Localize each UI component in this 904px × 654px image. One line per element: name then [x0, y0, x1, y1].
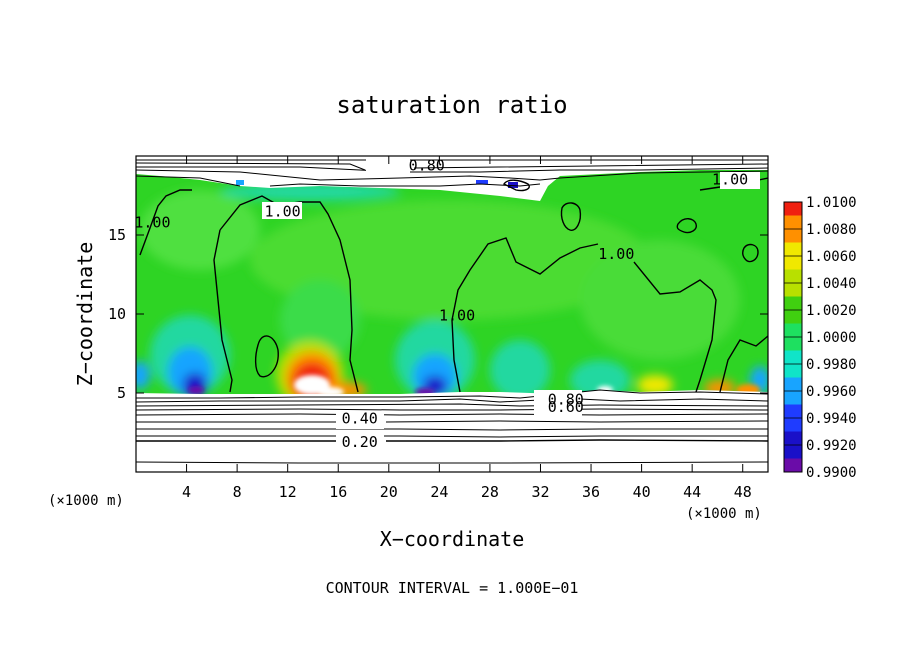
colorbar-swatch	[784, 418, 802, 432]
contour-label: 1.00	[439, 307, 475, 325]
colorbar-label: 0.9920	[806, 438, 857, 454]
saturation-field	[136, 156, 768, 472]
colorbar-swatch	[784, 364, 802, 378]
colorbar-swatch	[784, 431, 802, 445]
x-tick-label: 32	[531, 483, 549, 501]
contour-label: 1.00	[134, 213, 170, 231]
x-tick-label: 48	[734, 483, 752, 501]
contour-label: 0.80	[548, 390, 584, 408]
colorbar-label: 1.0000	[806, 330, 857, 346]
colorbar-swatch	[784, 310, 802, 324]
colorbar-swatch	[784, 229, 802, 243]
colorbar-swatch	[784, 458, 802, 472]
colorbar-label: 0.9900	[806, 465, 857, 481]
x-tick-label: 16	[329, 483, 347, 501]
x-tick-label: 28	[481, 483, 499, 501]
x-axis-label: X−coordinate	[380, 527, 525, 551]
contour-label: 1.00	[598, 245, 634, 263]
y-axis: 5 10 15	[108, 226, 768, 402]
contour-label: 0.80	[409, 156, 445, 174]
x-unit-right: (×1000 m)	[686, 506, 762, 522]
x-tick-label: 8	[233, 483, 242, 501]
colorbar-swatch	[784, 202, 802, 216]
y-tick-label: 15	[108, 226, 126, 244]
contour-label: 0.20	[342, 433, 378, 451]
x-axis: 4 8 12 16 20 24 28 32 36 40 44 48	[182, 156, 752, 501]
colorbar-swatch	[784, 404, 802, 418]
contour-labels: 0.801.001.001.001.001.000.800.600.400.20	[134, 156, 748, 451]
contour-label: 1.00	[712, 171, 748, 189]
x-tick-label: 24	[430, 483, 448, 501]
colorbar-swatch	[784, 283, 802, 297]
contour-label: 0.60	[548, 398, 584, 416]
colorbar: 0.9900 0.9920 0.9940 0.9960 0.9980 1.0000 1.00…	[783, 195, 857, 481]
chart-title: saturation ratio	[336, 91, 567, 119]
y-tick-label: 10	[108, 305, 126, 323]
y-tick-label: 5	[117, 384, 126, 402]
colorbar-swatch	[784, 256, 802, 270]
colorbar-swatch	[784, 242, 802, 256]
colorbar-label: 0.9960	[806, 384, 857, 400]
colorbar-swatch	[784, 445, 802, 459]
x-tick-label: 44	[683, 483, 701, 501]
x-tick-label: 20	[380, 483, 398, 501]
colorbar-swatch	[784, 350, 802, 364]
colorbar-label: 0.9980	[806, 357, 857, 373]
x-unit-left: (×1000 m)	[48, 493, 124, 509]
colorbar-swatch	[784, 269, 802, 283]
contour-label: 1.00	[265, 202, 301, 220]
colorbar-label: 1.0100	[806, 195, 857, 211]
colorbar-swatch	[784, 215, 802, 229]
colorbar-label: 1.0080	[806, 222, 857, 238]
x-tick-label: 36	[582, 483, 600, 501]
x-tick-label: 4	[182, 483, 191, 501]
x-tick-label: 12	[279, 483, 297, 501]
contour-label: 0.40	[342, 409, 378, 427]
colorbar-label: 0.9940	[806, 411, 857, 427]
colorbar-label: 1.0040	[806, 276, 857, 292]
y-axis-label: Z−coordinate	[73, 242, 97, 387]
colorbar-swatch	[784, 296, 802, 310]
lower-dry-region	[136, 390, 768, 472]
colorbar-label: 1.0020	[806, 303, 857, 319]
colorbar-label: 1.0060	[806, 249, 857, 265]
field-shading	[136, 183, 768, 409]
colorbar-swatch	[784, 391, 802, 405]
contour-label-backgrounds	[262, 158, 760, 450]
colorbar-swatch	[784, 337, 802, 351]
lower-contours	[136, 389, 768, 464]
contour-interval-note: CONTOUR INTERVAL = 1.000E−01	[326, 579, 579, 597]
colorbar-swatch	[784, 377, 802, 391]
colorbar-swatch	[784, 323, 802, 337]
x-tick-label: 40	[633, 483, 651, 501]
upper-contours	[136, 159, 768, 187]
